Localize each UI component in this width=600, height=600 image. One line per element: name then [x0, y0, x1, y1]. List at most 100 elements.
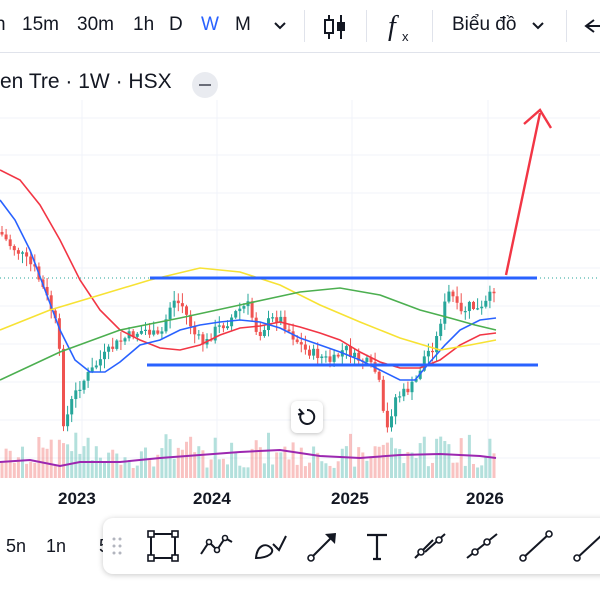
- candle-body: [414, 378, 418, 382]
- price-chart[interactable]: [0, 100, 600, 485]
- chevron-down-icon[interactable]: [272, 18, 288, 39]
- candle-body: [12, 246, 16, 251]
- volume-bar: [447, 444, 451, 478]
- candle-body: [439, 323, 443, 337]
- timeframe-h[interactable]: h: [0, 14, 6, 35]
- year-label: 2023: [58, 489, 96, 508]
- volume-bar: [365, 460, 369, 478]
- trend-line-icon[interactable]: [517, 528, 555, 569]
- candle-body: [262, 330, 266, 336]
- candle-body: [57, 318, 61, 349]
- volume-bar: [353, 466, 357, 478]
- rectangle-tool-icon[interactable]: [145, 528, 181, 569]
- period-1n[interactable]: 1n: [46, 536, 67, 556]
- chart-type-dropdown[interactable]: Biểu đồ: [452, 14, 516, 36]
- volume-bar: [238, 465, 242, 478]
- candle-body: [156, 330, 160, 334]
- candle-body: [152, 330, 156, 335]
- timeframe-m[interactable]: M: [235, 14, 251, 35]
- volume-bar: [459, 438, 463, 478]
- candle-body: [25, 252, 29, 257]
- candle-body: [467, 301, 471, 312]
- volume-bar: [57, 439, 61, 478]
- ray-tool-icon[interactable]: [463, 528, 501, 569]
- candle-body: [53, 310, 57, 319]
- year-label: 2025: [331, 489, 369, 508]
- indicators-icon[interactable]: f x: [386, 10, 422, 49]
- breakout-arrow-head: [523, 108, 553, 129]
- volume-bar: [349, 433, 352, 478]
- candle-body: [180, 303, 184, 307]
- reset-chart-button[interactable]: [291, 401, 323, 433]
- candle-body: [8, 239, 12, 247]
- volume-ma-line: [0, 448, 497, 468]
- breakout-arrow: [504, 112, 542, 276]
- volume-bar: [267, 432, 270, 478]
- period-5n[interactable]: 5n: [6, 536, 27, 556]
- volume-bar: [377, 446, 381, 478]
- candle-body: [217, 325, 221, 327]
- candle-body: [172, 300, 176, 308]
- divider: [566, 10, 567, 42]
- volume-bar: [4, 448, 8, 478]
- volume-bar: [312, 446, 316, 478]
- timeframe-15m[interactable]: 15m: [22, 14, 59, 35]
- extended-line-icon[interactable]: [571, 528, 600, 569]
- timeframe-1h[interactable]: 1h: [133, 14, 155, 35]
- candle-body: [4, 234, 8, 240]
- collapse-legend-button[interactable]: [192, 72, 218, 98]
- volume-bar: [139, 451, 143, 478]
- timeframe-w[interactable]: W: [201, 14, 219, 35]
- volume-bar: [414, 458, 418, 478]
- arrow-tool-icon[interactable]: [305, 528, 343, 569]
- candle-body: [435, 336, 439, 353]
- volume-bar: [373, 446, 377, 478]
- volume-bar: [152, 466, 156, 478]
- volume-bar: [234, 451, 238, 478]
- timeframe-d[interactable]: D: [169, 14, 183, 35]
- candle-body: [21, 252, 24, 254]
- candle-body: [312, 348, 316, 356]
- parallel-channel-icon[interactable]: [411, 528, 449, 569]
- volume-bar: [299, 447, 303, 478]
- volume-bar: [394, 448, 398, 478]
- candle-body: [349, 346, 352, 357]
- candle-body: [66, 414, 70, 427]
- candle-body: [197, 334, 201, 336]
- drag-handle-icon[interactable]: [111, 536, 123, 561]
- candle-body: [344, 346, 348, 351]
- volume-bar: [230, 442, 234, 478]
- candle-body: [221, 325, 225, 329]
- volume-bar: [492, 453, 496, 478]
- volume-bar: [303, 466, 307, 478]
- text-tool-icon[interactable]: [359, 528, 395, 569]
- volume-bar: [431, 462, 434, 478]
- volume-bar: [308, 462, 311, 478]
- arrow-left-icon[interactable]: [584, 16, 600, 41]
- volume-bar: [262, 463, 266, 478]
- volume-bar: [49, 439, 53, 478]
- candle-body: [402, 388, 406, 397]
- chevron-down-icon[interactable]: [530, 18, 546, 39]
- volume-bar: [86, 437, 90, 478]
- volume-bar: [250, 448, 254, 478]
- top-toolbar: h 15m 30m 1h D W M f x Biểu đồ: [0, 0, 600, 53]
- volume-bar: [463, 465, 467, 478]
- legend-separator: ·: [65, 70, 73, 93]
- drawing-toolbar: [103, 518, 600, 574]
- candle-body: [135, 333, 139, 337]
- candle-body: [385, 410, 389, 428]
- candle-body: [0, 232, 4, 235]
- volume-bar: [201, 450, 205, 478]
- candle-body: [451, 291, 455, 297]
- brush-tool-icon[interactable]: [251, 528, 289, 569]
- volume-bar: [295, 464, 299, 478]
- volume-bar: [361, 452, 365, 478]
- symbol-legend[interactable]: en Tre · 1W · HSX: [0, 70, 172, 94]
- volume-bar: [217, 459, 221, 478]
- path-tool-icon[interactable]: [197, 528, 235, 569]
- volume-bar: [406, 451, 410, 478]
- timeframe-30m[interactable]: 30m: [77, 14, 114, 35]
- candles-icon[interactable]: [322, 12, 348, 47]
- volume-bar: [340, 448, 344, 478]
